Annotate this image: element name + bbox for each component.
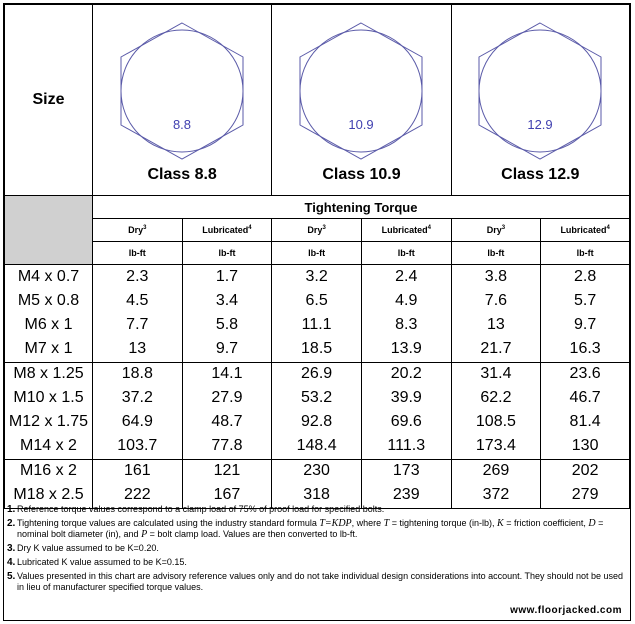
unit-label: lb-ft (360, 241, 452, 265)
class-12-9-header: 12.9 Class 12.9 (450, 4, 631, 196)
unit-label: lb-ft (450, 241, 542, 265)
blank-gray-cell (4, 195, 93, 265)
table-row-group-3: M16 x 2 M18 x 2.5 161 222 121 167 230 318 17… (4, 459, 630, 509)
class-label: Class 10.9 (322, 165, 401, 183)
torque-table: Size 8.8 Class 8.8 10.9 Class 10.9 (4, 4, 631, 509)
footnote: 3. Dry K value assumed to be K=0.20. (7, 543, 159, 554)
class-10-9-dry-values: 230 318 (271, 459, 362, 509)
class-10-9-lubricated-values: 2.4 4.9 8.3 13.9 (360, 264, 452, 363)
bolt-sizes: M8 x 1.25 M10 x 1.5 M12 x 1.75 M14 x 2 (4, 362, 93, 460)
hex-bolt-icon: 12.9 (478, 21, 602, 160)
unit-label: lb-ft (181, 241, 273, 265)
bolt-sizes: M16 x 2 M18 x 2.5 (4, 459, 93, 509)
dry-header: Dry3 (91, 218, 183, 242)
lubricated-header: Lubricated4 (540, 218, 630, 242)
footnote: 5. Values presented in this chart are adv… (7, 571, 624, 592)
table-row-group-1: M4 x 0.7 M5 x 0.8 M6 x 1 M7 x 1 2.3 4.5 7.7 13… (4, 264, 630, 363)
unit-label: lb-ft (271, 241, 362, 265)
torque-chart: Size 8.8 Class 8.8 10.9 Class 10.9 (3, 3, 631, 621)
class-8-8-dry-values: 18.8 37.2 64.9 103.7 (91, 362, 183, 460)
bolt-sizes: M4 x 0.7 M5 x 0.8 M6 x 1 M7 x 1 (4, 264, 93, 363)
class-12-9-lubricated-values: 2.8 5.7 9.7 16.3 (540, 264, 630, 363)
class-label: Class 12.9 (501, 165, 580, 183)
unit-label: lb-ft (540, 241, 630, 265)
table-row-group-2: M8 x 1.25 M10 x 1.5 M12 x 1.75 M14 x 2 18.8… (4, 362, 630, 460)
class-12-9-lubricated-values: 202 279 (540, 459, 630, 509)
hex-grade-label: 8.8 (173, 117, 191, 132)
class-8-8-lubricated-values: 14.1 27.9 48.7 77.8 (181, 362, 273, 460)
class-label: Class 8.8 (147, 165, 217, 183)
class-10-9-dry-values: 3.2 6.5 11.1 18.5 (271, 264, 362, 363)
tightening-torque-header: Tightening Torque (91, 195, 631, 219)
class-8-8-lubricated-values: 1.7 3.4 5.8 9.7 (181, 264, 273, 363)
dry-header: Dry3 (271, 218, 362, 242)
class-12-9-lubricated-values: 23.6 46.7 81.4 130 (540, 362, 630, 460)
hex-grade-label: 12.9 (528, 117, 553, 132)
class-10-9-header: 10.9 Class 10.9 (271, 4, 452, 196)
footnotes: 1. Reference torque values correspond to … (4, 501, 630, 593)
class-8-8-header: 8.8 Class 8.8 (91, 4, 273, 196)
class-10-9-dry-values: 26.9 53.2 92.8 148.4 (271, 362, 362, 460)
class-12-9-dry-values: 31.4 62.2 108.5 173.4 (450, 362, 542, 460)
dry-header: Dry3 (450, 218, 542, 242)
footnote: 4. Lubricated K value assumed to be K=0.1… (7, 557, 187, 568)
lubricated-header: Lubricated4 (360, 218, 452, 242)
size-header: Size (4, 4, 93, 196)
website-url: www.floorjacked.com (510, 605, 622, 616)
class-12-9-dry-values: 3.8 7.6 13 21.7 (450, 264, 542, 363)
unit-label: lb-ft (91, 241, 183, 265)
footnote: 2. Tightening torque values are calculat… (7, 518, 604, 540)
hex-grade-label: 10.9 (349, 117, 374, 132)
class-8-8-dry-values: 161 222 (91, 459, 183, 509)
footnote: 1. Reference torque values correspond to … (7, 504, 385, 515)
class-8-8-lubricated-values: 121 167 (181, 459, 273, 509)
hex-bolt-icon: 10.9 (299, 21, 423, 160)
class-8-8-dry-values: 2.3 4.5 7.7 13 (91, 264, 183, 363)
class-10-9-lubricated-values: 20.2 39.9 69.6 111.3 (360, 362, 452, 460)
lubricated-header: Lubricated4 (181, 218, 273, 242)
class-10-9-lubricated-values: 173 239 (360, 459, 452, 509)
hex-bolt-icon: 8.8 (120, 21, 244, 160)
